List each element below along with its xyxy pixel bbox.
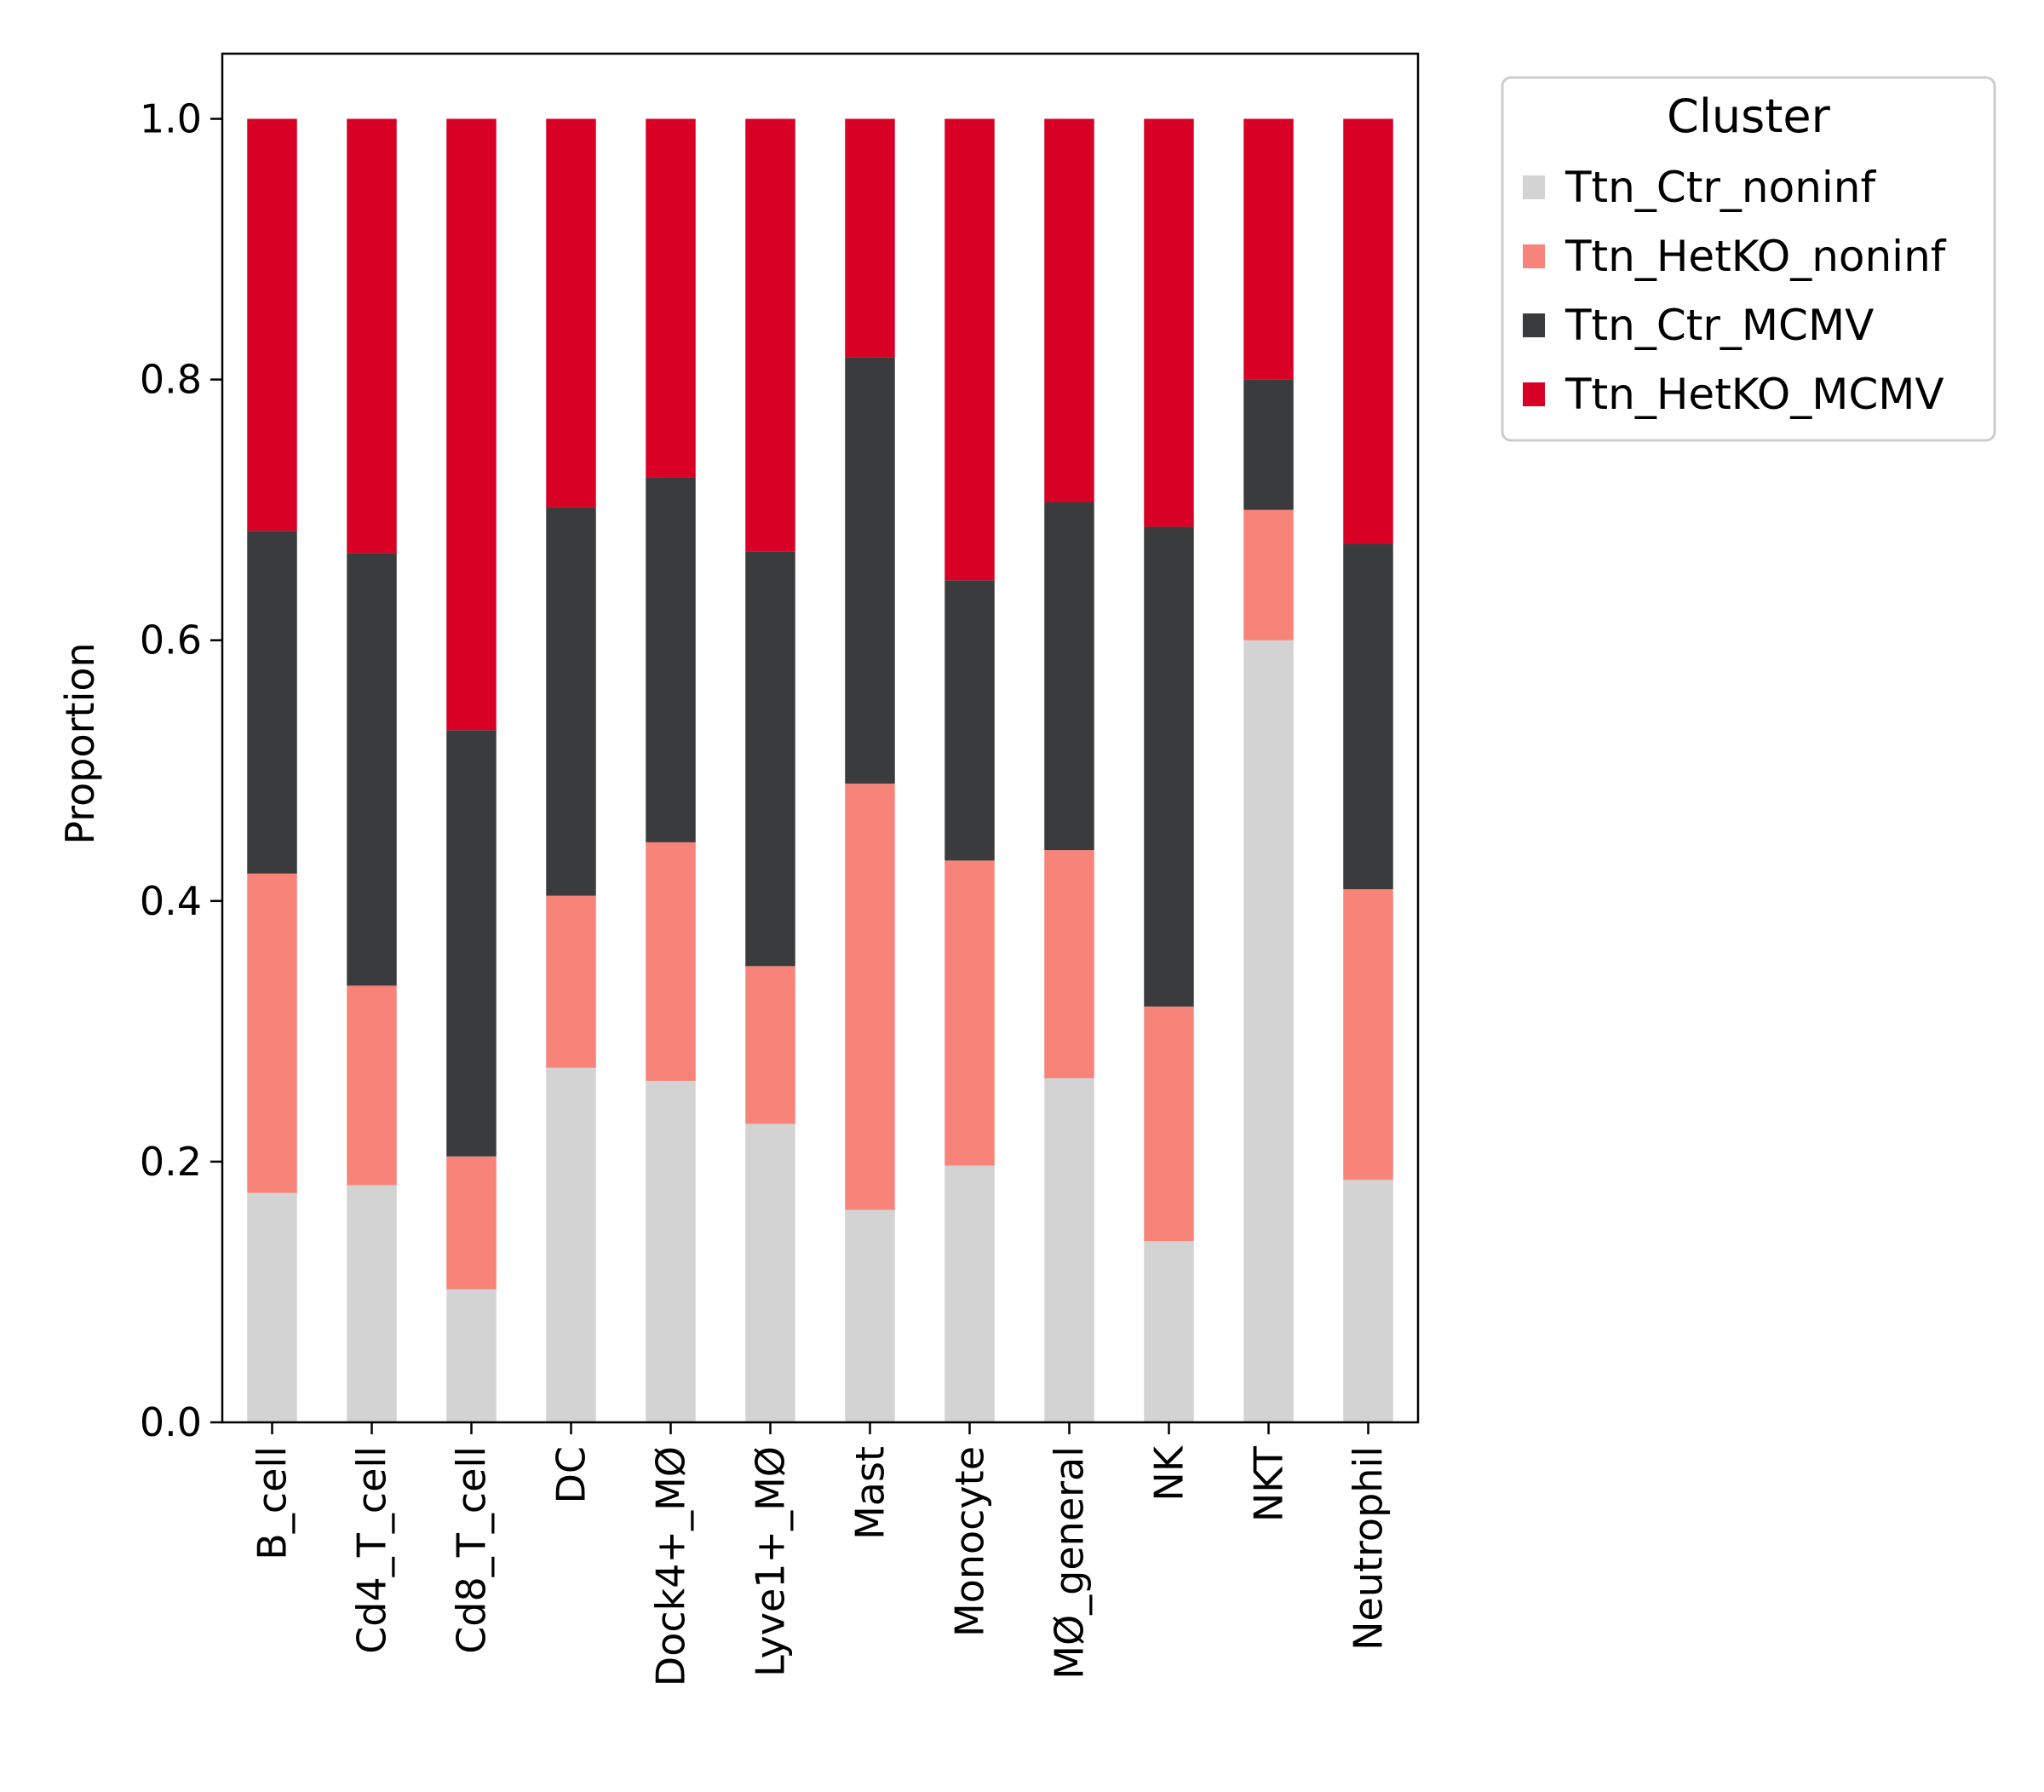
bar-segment bbox=[546, 895, 596, 1068]
legend-entries: Ttn_Ctr_noninf Ttn_HetKO_noninf Ttn_Ctr_MC… bbox=[1523, 163, 1947, 419]
x-tick-label: Cd4_T_cell bbox=[349, 1446, 395, 1654]
x-tick-label: Lyve1+_MØ bbox=[748, 1446, 794, 1677]
x-tick-label: Mast bbox=[847, 1446, 893, 1540]
bar-segment bbox=[944, 118, 995, 581]
bar-segment bbox=[347, 985, 397, 1186]
bar-segment bbox=[845, 357, 895, 784]
legend-label: Ttn_HetKO_noninf bbox=[1565, 232, 1947, 281]
bar-segment bbox=[646, 118, 696, 478]
bar-segment bbox=[1044, 118, 1094, 503]
y-tick-label: 0.8 bbox=[140, 357, 202, 403]
bar-segment bbox=[1144, 1241, 1194, 1422]
bar-segment bbox=[546, 1067, 596, 1422]
bar-segment bbox=[446, 1289, 497, 1422]
bar-segment bbox=[646, 1081, 696, 1422]
x-tick-label: MØ_general bbox=[1047, 1446, 1093, 1680]
y-axis-label: Proportion bbox=[57, 642, 103, 844]
bar-segment bbox=[944, 580, 995, 861]
bar-segment bbox=[247, 1192, 297, 1422]
y-axis: 0.0 0.2 0.4 0.6 0.8 1.0 bbox=[140, 96, 222, 1445]
bar-segment bbox=[745, 966, 795, 1124]
bar-segment bbox=[646, 477, 696, 842]
bar-segment bbox=[446, 1156, 497, 1289]
bar-segment bbox=[1243, 509, 1294, 640]
bar-segment bbox=[1243, 379, 1294, 510]
bar-segment bbox=[1044, 1077, 1094, 1422]
bar-segment bbox=[1044, 850, 1094, 1078]
legend-swatch bbox=[1523, 175, 1545, 199]
legend-label: Ttn_HetKO_MCMV bbox=[1565, 370, 1944, 419]
bar-segment bbox=[646, 841, 696, 1082]
x-tick-label: Monocyte bbox=[947, 1446, 993, 1637]
bar-segment bbox=[347, 1185, 397, 1422]
legend-swatch bbox=[1523, 382, 1545, 406]
y-tick-label: 0.6 bbox=[140, 617, 202, 663]
bar-segment bbox=[446, 118, 497, 731]
bar-segment bbox=[944, 860, 995, 1166]
legend: Cluster Ttn_Ctr_noninfTtn_HetKO_noninfTt… bbox=[1501, 76, 1996, 442]
x-tick-label: B_cell bbox=[250, 1446, 296, 1560]
x-tick-label: Neutrophil bbox=[1346, 1446, 1392, 1651]
bar-segment bbox=[845, 118, 895, 358]
bar-segment bbox=[745, 551, 795, 967]
y-tick-label: 0.4 bbox=[140, 878, 202, 924]
legend-frame bbox=[1501, 76, 1996, 442]
x-axis: B_cell Cd4_T_cell Cd8_T_cell DC Dock4+_MØ Lyv… bbox=[250, 1422, 1392, 1686]
bar-segment bbox=[1243, 118, 1294, 380]
bar-segment bbox=[347, 553, 397, 986]
bar-segment bbox=[1144, 526, 1194, 1007]
bar-segment bbox=[1343, 889, 1393, 1180]
bar-segment bbox=[446, 730, 497, 1157]
legend-label: Ttn_Ctr_MCMV bbox=[1565, 301, 1874, 350]
legend-swatch bbox=[1523, 313, 1545, 337]
bar-segment bbox=[1044, 502, 1094, 851]
bar-segment bbox=[845, 1209, 895, 1422]
bar-segment bbox=[1144, 1006, 1194, 1242]
bar-segment bbox=[944, 1165, 995, 1422]
legend-swatch bbox=[1523, 244, 1545, 268]
y-tick-label: 0.0 bbox=[140, 1399, 202, 1445]
bar-segment bbox=[546, 118, 596, 508]
bar-segment bbox=[247, 118, 297, 531]
legend-title: Cluster bbox=[1667, 89, 1830, 143]
plot-frame bbox=[221, 52, 1420, 1424]
bar-segment bbox=[1343, 543, 1393, 890]
bar-segment bbox=[1343, 1180, 1393, 1422]
bar-segment bbox=[745, 1123, 795, 1422]
y-tick-label: 1.0 bbox=[140, 96, 202, 142]
bar-segment bbox=[1144, 118, 1194, 527]
bars-layer bbox=[247, 118, 1393, 1422]
bar-segment bbox=[247, 873, 297, 1193]
x-tick-label: NKT bbox=[1246, 1445, 1292, 1522]
x-tick-label: NK bbox=[1146, 1445, 1192, 1501]
bar-segment bbox=[347, 118, 397, 554]
x-tick-label: Dock4+_MØ bbox=[648, 1446, 694, 1686]
bar-segment bbox=[247, 531, 297, 874]
bar-segment bbox=[745, 118, 795, 552]
y-tick-label: 0.2 bbox=[140, 1139, 202, 1185]
bar-segment bbox=[1243, 640, 1294, 1422]
bar-segment bbox=[546, 507, 596, 896]
x-tick-label: Cd8_T_cell bbox=[449, 1446, 495, 1654]
bar-segment bbox=[1343, 118, 1393, 544]
bar-segment bbox=[845, 784, 895, 1210]
legend-label: Ttn_Ctr_noninf bbox=[1565, 163, 1876, 212]
x-tick-label: DC bbox=[548, 1446, 594, 1504]
